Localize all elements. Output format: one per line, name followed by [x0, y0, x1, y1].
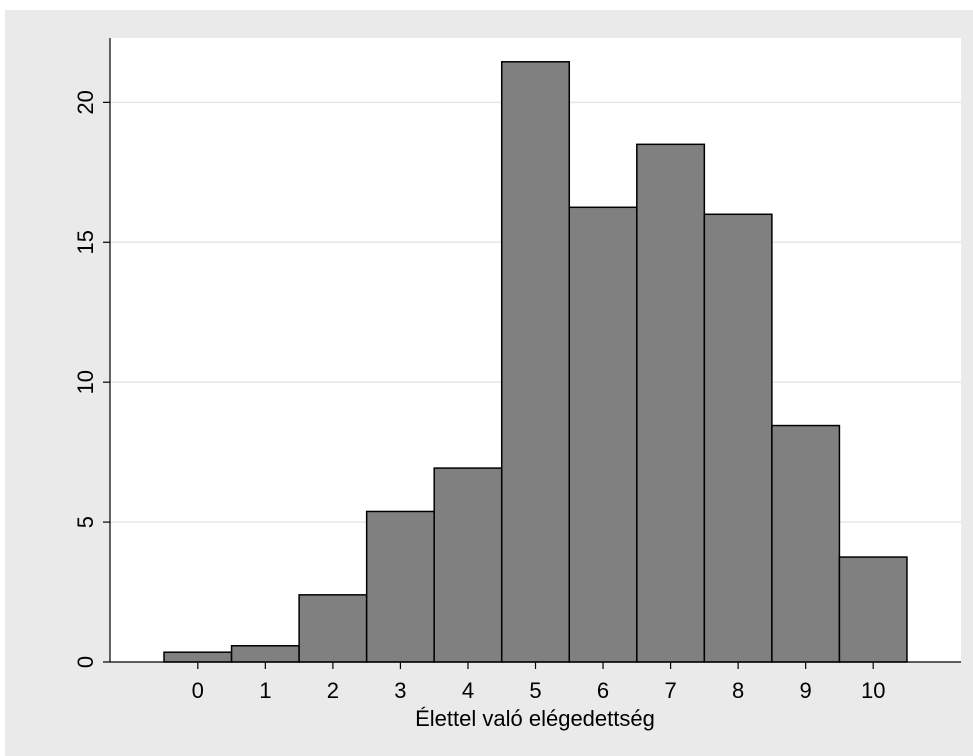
x-tick-label-7: 7 — [664, 678, 676, 703]
x-tick-label-9: 9 — [800, 678, 812, 703]
y-tick-label-10: 10 — [73, 370, 98, 394]
y-tick-label-5: 5 — [73, 516, 98, 528]
bar-6 — [568, 206, 638, 663]
x-tick-label-1: 1 — [259, 678, 271, 703]
x-axis-label: Élettel való elégedettség — [415, 706, 655, 731]
bar-2 — [298, 594, 368, 663]
bars — [163, 61, 908, 663]
x-tick-label-4: 4 — [462, 678, 474, 703]
y-tick-label-20: 20 — [73, 90, 98, 114]
x-tick-label-3: 3 — [394, 678, 406, 703]
x-tick-label-2: 2 — [327, 678, 339, 703]
x-tick-label-5: 5 — [529, 678, 541, 703]
bar-1 — [230, 645, 300, 663]
bar-9 — [771, 424, 841, 663]
bar-4 — [433, 467, 503, 663]
y-tick-label-15: 15 — [73, 230, 98, 254]
x-tick-label-8: 8 — [732, 678, 744, 703]
x-tick-label-6: 6 — [597, 678, 609, 703]
y-tick-label-0: 0 — [73, 656, 98, 668]
bar-8 — [703, 213, 773, 663]
x-tick-label-10: 10 — [861, 678, 885, 703]
bar-0 — [163, 651, 233, 663]
bar-5 — [500, 61, 571, 663]
bar-3 — [365, 510, 435, 663]
y-axis-ticks: 0 5 10 15 20 — [73, 90, 110, 668]
bar-10 — [838, 556, 908, 663]
bar-7 — [636, 143, 706, 663]
x-axis-ticks: 0 1 2 3 4 5 6 7 8 9 10 — [192, 662, 885, 703]
x-tick-label-0: 0 — [192, 678, 204, 703]
